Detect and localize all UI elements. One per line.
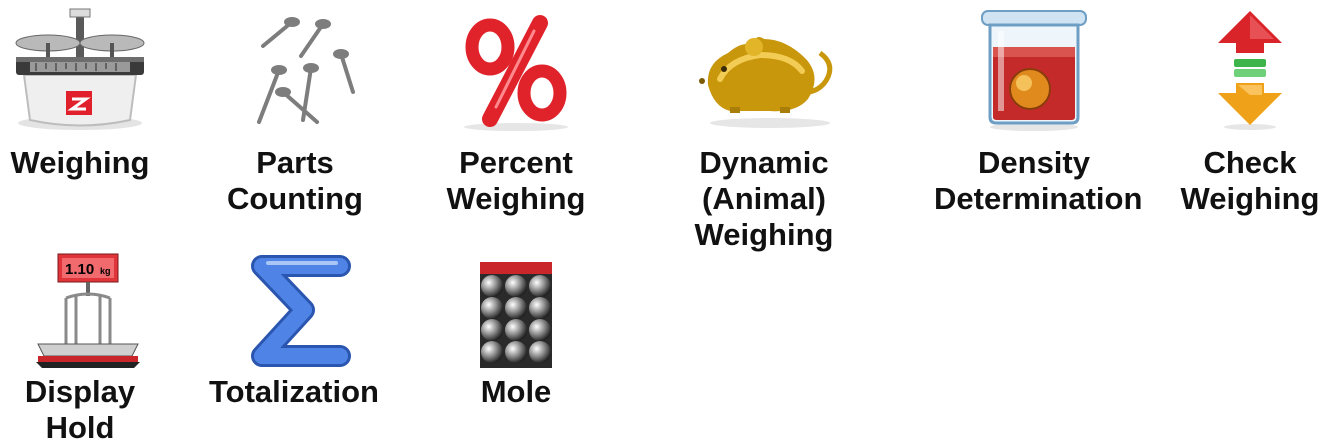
mode-display-hold[interactable]: 1.10 kg Display Hold (0, 252, 160, 445)
mode-weighing-label: Weighing (10, 145, 150, 180)
check-arrows-icon (1218, 11, 1282, 130)
mode-parts-counting[interactable]: Parts Counting (215, 5, 375, 220)
display-hold-icon: 1.10 kg (36, 253, 140, 368)
nails-icon (257, 17, 355, 124)
scale-icon (15, 8, 145, 130)
mode-totalization-label: Totalization (209, 374, 379, 409)
mode-percent-weighing[interactable]: Percent Weighing (436, 5, 596, 220)
display-hold-reading: 1.10 (65, 261, 94, 278)
mode-percent-weighing-label: Percent Weighing (446, 145, 586, 216)
mode-parts-counting-label: Parts Counting (226, 145, 363, 216)
mode-density-determination-label: Density Determination (934, 145, 1143, 216)
mode-display-hold-label: Display Hold (24, 374, 136, 445)
mode-dynamic-animal-weighing-label: Dynamic (Animal) Weighing (694, 145, 834, 252)
display-hold-unit: kg (100, 266, 111, 276)
mode-check-weighing-label: Check Weighing (1180, 145, 1320, 216)
mode-check-weighing[interactable]: Check Weighing (1170, 5, 1330, 220)
mouse-icon (699, 37, 833, 128)
beaker-icon (981, 10, 1087, 131)
mode-density-determination[interactable]: Density Determination (934, 5, 1143, 220)
spheres-icon (480, 262, 552, 368)
mode-totalization[interactable]: Totalization (204, 252, 384, 412)
sigma-icon (251, 255, 351, 367)
mode-mole[interactable]: Mole (436, 252, 596, 412)
mode-dynamic-animal-weighing[interactable]: Dynamic (Animal) Weighing (684, 5, 844, 260)
mode-weighing[interactable]: Weighing (0, 5, 160, 180)
mode-mole-label: Mole (480, 374, 552, 409)
percent-icon (464, 15, 568, 131)
